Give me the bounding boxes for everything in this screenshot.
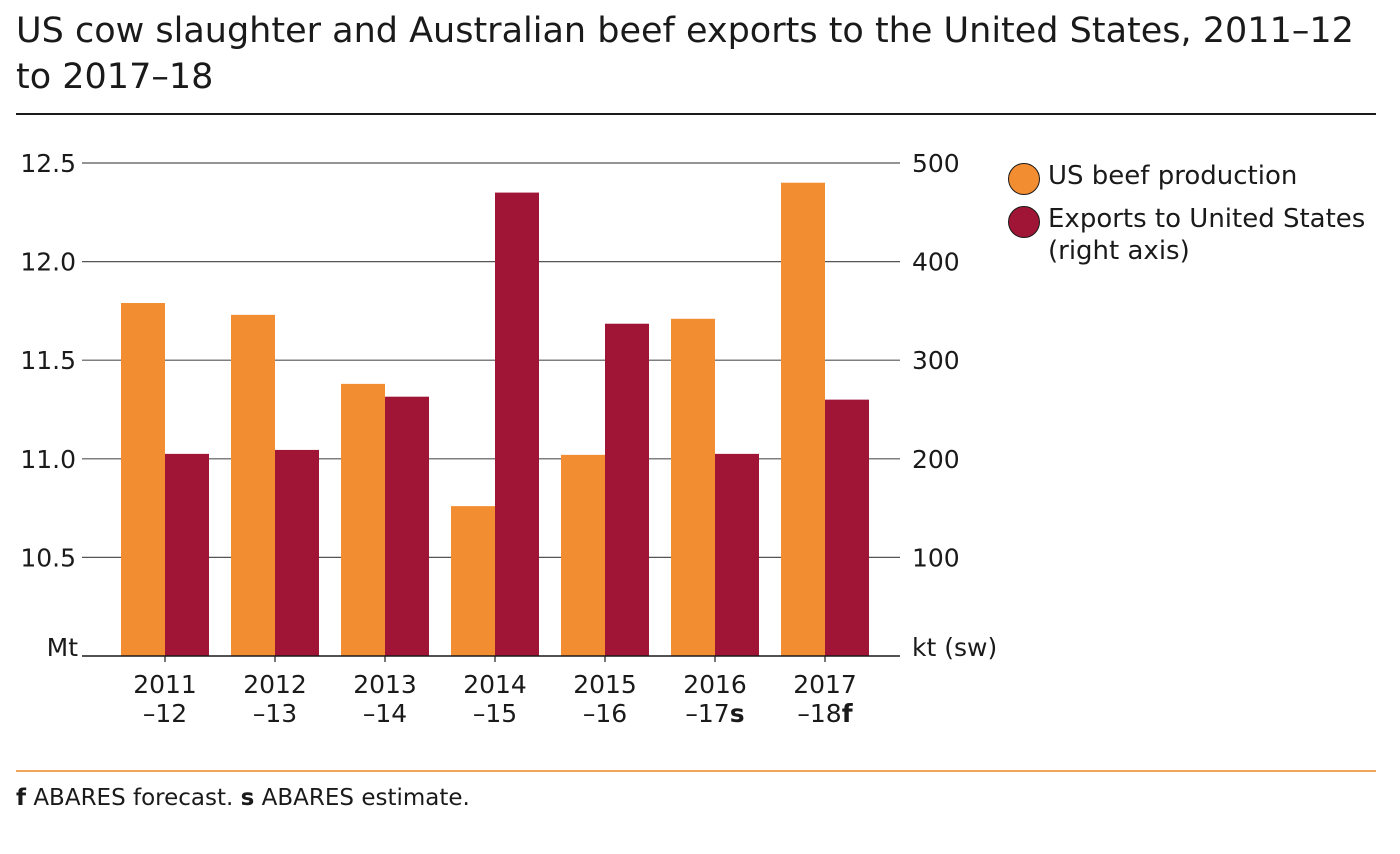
right-axis-unit-label: kt (sw) xyxy=(912,633,997,662)
bar-us-beef-production xyxy=(121,303,165,656)
x-tick-label-period: –15 xyxy=(473,699,517,728)
footnote-f-marker: f xyxy=(16,785,27,811)
chart-title: US cow slaughter and Australian beef exp… xyxy=(16,11,1354,97)
title-divider xyxy=(16,113,1376,115)
x-tick-label-year: 2011 xyxy=(133,670,197,699)
x-tick-label-period: –17s xyxy=(685,699,744,728)
bar-exports-to-united-states xyxy=(715,453,759,656)
bar-exports-to-united-states xyxy=(275,449,319,656)
left-axis-tick-label: 12.0 xyxy=(20,248,76,277)
x-tick-label-period: –12 xyxy=(143,699,187,728)
legend-label-us-beef: US beef production xyxy=(1048,161,1298,191)
bar-exports-to-united-states xyxy=(165,453,209,656)
bar-exports-to-united-states xyxy=(385,396,429,656)
legend-swatch-exports xyxy=(1008,206,1040,238)
bar-us-beef-production xyxy=(781,182,825,656)
x-tick-label-period: –13 xyxy=(253,699,297,728)
x-tick-label-year: 2015 xyxy=(573,670,637,699)
x-tick-label-year: 2014 xyxy=(463,670,527,699)
bar-us-beef-production xyxy=(671,318,715,656)
bar-us-beef-production xyxy=(451,506,495,656)
x-tick-label-suffix: f xyxy=(842,699,854,728)
legend-item-exports: Exports to United States (right axis) xyxy=(1008,203,1388,267)
x-tick-label-period: –16 xyxy=(583,699,627,728)
bar-exports-to-united-states xyxy=(495,192,539,656)
footnote-f-text: ABARES forecast. xyxy=(26,785,241,811)
bar-us-beef-production xyxy=(561,454,605,656)
right-axis-tick-label: 500 xyxy=(912,149,960,178)
x-tick-label-year: 2016 xyxy=(683,670,747,699)
x-tick-label-year: 2017 xyxy=(793,670,857,699)
left-axis-tick-label: 10.5 xyxy=(20,543,76,572)
bar-us-beef-production xyxy=(341,383,385,656)
legend-label-exports: Exports to United States (right axis) xyxy=(1048,204,1366,266)
left-axis-tick-label: 11.5 xyxy=(20,346,76,375)
chart-legend: US beef production Exports to United Sta… xyxy=(1008,160,1388,275)
x-tick-label-year: 2012 xyxy=(243,670,307,699)
footer-divider xyxy=(16,770,1376,772)
legend-swatch-us-beef xyxy=(1008,163,1040,195)
left-axis-tick-label: 11.0 xyxy=(20,445,76,474)
bar-us-beef-production xyxy=(231,314,275,656)
x-tick-label-year: 2013 xyxy=(353,670,417,699)
left-axis-tick-label: 12.5 xyxy=(20,149,76,178)
x-tick-label-period: –14 xyxy=(363,699,407,728)
bar-exports-to-united-states xyxy=(825,399,869,656)
x-tick-label-suffix: s xyxy=(730,699,745,728)
right-axis-tick-label: 400 xyxy=(912,248,960,277)
footnote: f ABARES forecast. s ABARES estimate. xyxy=(16,783,470,813)
bar-exports-to-united-states xyxy=(605,323,649,656)
right-axis-tick-label: 200 xyxy=(912,445,960,474)
x-tick-label-period: –18f xyxy=(797,699,853,728)
footnote-s-marker: s xyxy=(240,785,255,811)
right-axis-tick-label: 300 xyxy=(912,346,960,375)
legend-item-us-beef: US beef production xyxy=(1008,160,1388,195)
right-axis-tick-label: 100 xyxy=(912,543,960,572)
left-axis-unit-label: Mt xyxy=(47,633,79,662)
footnote-s-text: ABARES estimate. xyxy=(254,785,470,811)
